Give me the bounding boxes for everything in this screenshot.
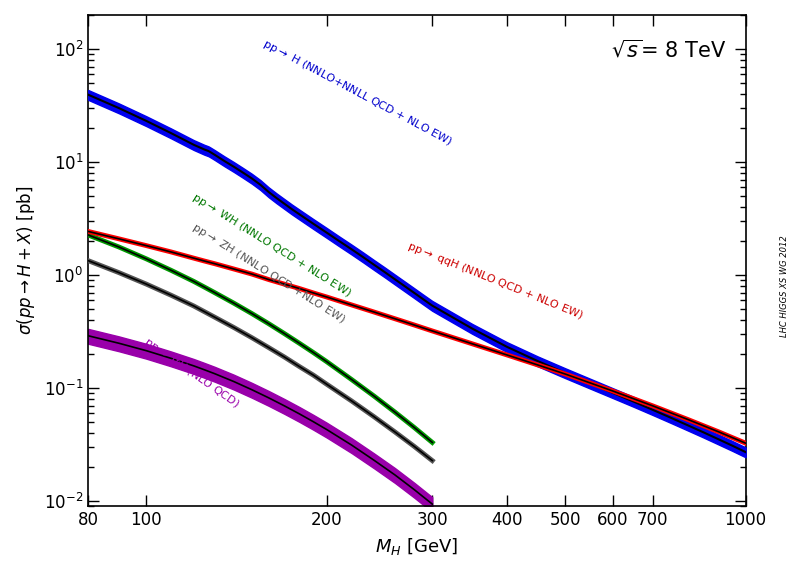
Text: pp$\rightarrow$ H (NNLO+NNLL QCD + NLO EW): pp$\rightarrow$ H (NNLO+NNLL QCD + NLO E… xyxy=(260,37,455,149)
Text: pp$\rightarrow$ ZH (NNLO QCD +NLO EW): pp$\rightarrow$ ZH (NNLO QCD +NLO EW) xyxy=(189,220,348,327)
Text: pp$\rightarrow$ WH (NNLO QCD + NLO EW): pp$\rightarrow$ WH (NNLO QCD + NLO EW) xyxy=(189,190,354,300)
Text: pp$\rightarrow$ qqH (NNLO QCD + NLO EW): pp$\rightarrow$ qqH (NNLO QCD + NLO EW) xyxy=(405,239,585,323)
Text: LHC HIGGS XS WG 2012: LHC HIGGS XS WG 2012 xyxy=(779,235,789,337)
Y-axis label: $\sigma(pp \rightarrow H+X)$ [pb]: $\sigma(pp \rightarrow H+X)$ [pb] xyxy=(15,186,37,335)
X-axis label: $M_H$ [GeV]: $M_H$ [GeV] xyxy=(376,536,458,557)
Text: pp$\rightarrow$ ttH (NLO QCD): pp$\rightarrow$ ttH (NLO QCD) xyxy=(141,335,242,411)
Text: $\sqrt{s}$= 8 TeV: $\sqrt{s}$= 8 TeV xyxy=(611,39,726,62)
